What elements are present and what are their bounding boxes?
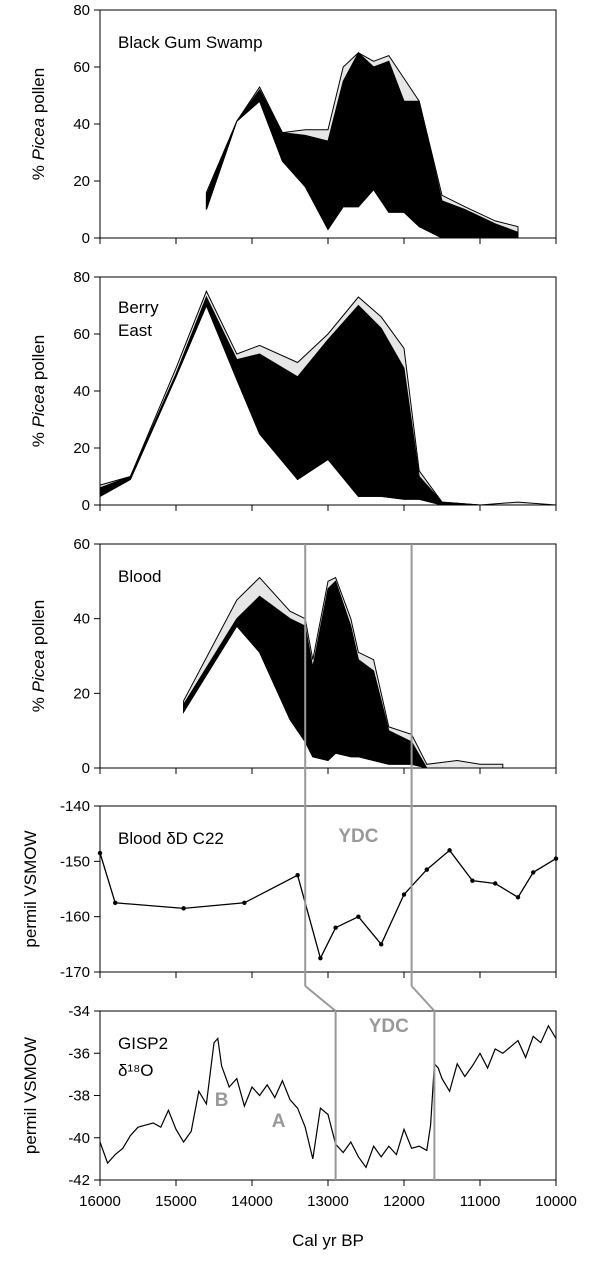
x-tick-label-2: 14000 (231, 1193, 273, 1210)
data-point-17 (553, 856, 559, 861)
y-tick-label-0-1: 20 (73, 173, 90, 190)
data-point-15 (515, 895, 521, 900)
data-point-7 (333, 925, 338, 930)
y-tick-label-0-3: 60 (73, 59, 90, 76)
ydc-connectors (304, 544, 436, 1180)
x-tick-label-5: 11000 (460, 1193, 501, 1210)
panel-title-3: Blood (118, 567, 161, 586)
annotation-b: B (215, 1090, 229, 1111)
panel-subtitle-5: δ¹⁸O (118, 1061, 154, 1080)
y-tick-label-0-2: 40 (73, 116, 90, 133)
data-point-3 (181, 906, 186, 911)
x-tick-label-6: 10000 (535, 1193, 577, 1210)
data-point-2 (113, 900, 118, 906)
panel-2: 0 20 40 60 80 Berry East % Picea pollen (29, 269, 557, 514)
y-tick-label-4-0: -42 (68, 1172, 90, 1189)
data-point-11 (424, 867, 429, 872)
y-tick-label-1-2: 40 (73, 383, 90, 400)
y-axis-label-1: % Picea pollen (29, 68, 48, 180)
panel-4: -170 -160 -150 -140 Blood δD C22 permil VSMOW… (21, 798, 559, 981)
dark-band-3 (183, 580, 503, 769)
y-axis-label-2: % Picea pollen (29, 335, 48, 447)
x-tick-label-1: 15000 (155, 1193, 197, 1210)
data-point-12 (447, 848, 452, 853)
data-point-10 (401, 892, 407, 897)
data-point-8 (356, 914, 361, 919)
panel-frame-5 (99, 1010, 557, 1181)
ydc-connector-slant-1 (304, 985, 337, 1012)
y-tick-label-3-3: -140 (60, 798, 90, 815)
x-tick-label-3: 13000 (307, 1193, 349, 1210)
x-tick-label-4: 12000 (383, 1193, 425, 1210)
y-tick-label-0-0: 0 (82, 230, 90, 247)
data-point-9 (379, 942, 384, 947)
series-line-5 (99, 1024, 557, 1169)
y-tick-label-1-3: 60 (73, 326, 90, 343)
y-axis-label-3: % Picea pollen (29, 600, 48, 712)
y-tick-label-1-4: 80 (73, 269, 90, 286)
y-tick-label-4-4: -34 (68, 1003, 90, 1020)
panel-5: -42 -40 -38 -36 -34 GISP2 δ¹⁸O permil VSMOW B A YD… (21, 1003, 577, 1250)
series-line-4 (99, 849, 557, 961)
y-tick-label-2-3: 60 (73, 536, 90, 553)
panel-title-4: Blood δD C22 (118, 829, 224, 848)
panel-title-5: GISP2 (118, 1034, 168, 1053)
y-tick-label-0-4: 80 (73, 2, 90, 19)
y-tick-label-3-2: -150 (60, 853, 90, 870)
panel-title-2-line-1: Berry (118, 298, 159, 317)
annotation-a: A (272, 1111, 286, 1132)
y-tick-label-2-2: 40 (73, 611, 90, 628)
data-point-4 (242, 900, 247, 906)
ydc-annotation-upper: YDC (338, 826, 378, 847)
data-point-5 (295, 872, 300, 878)
y-tick-label-3-0: -170 (60, 964, 90, 981)
data-point-16 (531, 870, 536, 875)
x-axis-label: Cal yr BP (292, 1231, 364, 1250)
panel-title-1: Black Gum Swamp (118, 33, 263, 52)
y-tick-label-2-0: 0 (82, 760, 90, 777)
data-point-1 (97, 850, 103, 856)
data-point-6 (318, 955, 323, 961)
y-tick-label-3-1: -160 (60, 909, 90, 926)
panel-1: 0 20 40 60 80 Black Gum Swamp % Picea pollen (29, 2, 557, 247)
panel-title-2-line-2: East (118, 321, 152, 340)
data-point-13 (470, 878, 475, 883)
y-tick-label-1-1: 20 (73, 440, 90, 457)
y-axis-label-5: permil VSMOW (21, 1037, 40, 1154)
y-tick-label-1-0: 0 (82, 497, 90, 514)
y-tick-label-4-3: -36 (68, 1045, 90, 1062)
data-point-14 (493, 881, 498, 886)
panel-3: 0 20 40 60 Blood % Picea pollen (29, 536, 557, 777)
y-tick-label-4-2: -38 (68, 1088, 90, 1105)
dark-band-1 (205, 51, 519, 239)
y-axis-label-4: permil VSMOW (21, 830, 40, 947)
y-tick-label-4-1: -40 (68, 1130, 90, 1147)
ydc-connector-slant-2 (410, 985, 436, 1012)
annotation-ydc: YDC (369, 1016, 409, 1037)
y-tick-label-2-1: 20 (73, 685, 90, 702)
dark-band-2 (99, 295, 556, 506)
x-tick-label-0: 16000 (79, 1193, 121, 1210)
